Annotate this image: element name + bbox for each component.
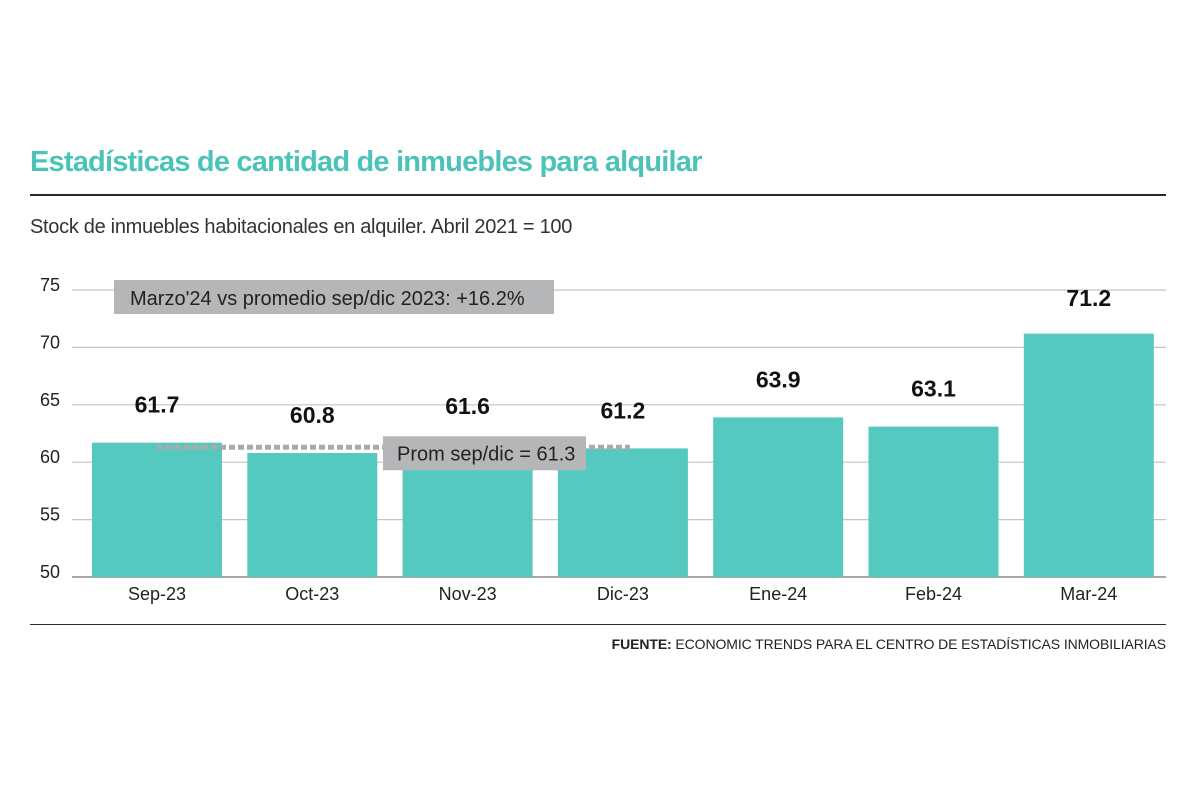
- y-tick-label: 65: [40, 390, 60, 410]
- annotation-box: [114, 280, 554, 314]
- annotation-group: Marzo'24 vs promedio sep/dic 2023: +16.2…: [114, 280, 554, 314]
- chart-title: Estadísticas de cantidad de inmuebles pa…: [30, 146, 702, 178]
- chart-subtitle: Stock de inmuebles habitacionales en alq…: [30, 216, 573, 238]
- x-tick-label: Ene-24: [749, 584, 807, 604]
- value-label: 61.6: [445, 393, 490, 419]
- y-axis-ticks: 50 55 60 65 70 75: [40, 275, 60, 582]
- x-axis-labels: Sep-23 Oct-23 Nov-23 Dic-23 Ene-24 Feb-24 Mar-…: [128, 584, 1117, 604]
- y-tick-label: 50: [40, 562, 60, 582]
- x-tick-label: Sep-23: [128, 584, 186, 604]
- y-tick-label: 75: [40, 275, 60, 295]
- value-label: 60.8: [290, 402, 335, 428]
- annotation-text: Marzo'24 vs promedio sep/dic 2023: +16.2…: [130, 288, 525, 310]
- bar: [713, 417, 844, 577]
- average-label-box: [383, 436, 586, 471]
- bar: [868, 426, 999, 577]
- value-labels: 61.7 60.8 61.6 61.2 63.9 63.1 71.2: [135, 285, 1112, 428]
- x-tick-label: Feb-24: [905, 584, 962, 604]
- y-tick-label: 55: [40, 505, 60, 525]
- bars: [92, 333, 1154, 577]
- average-label: Prom sep/dic = 61.3: [397, 443, 575, 465]
- footer-divider: [30, 624, 1166, 625]
- x-tick-label: Oct-23: [285, 584, 339, 604]
- value-label: 63.1: [911, 376, 956, 402]
- y-tick-label: 70: [40, 332, 60, 352]
- value-label: 61.7: [135, 392, 180, 418]
- value-label: 61.2: [601, 397, 646, 423]
- x-tick-label: Dic-23: [597, 584, 649, 604]
- source-note: FUENTE: ECONOMIC TRENDS PARA EL CENTRO D…: [612, 636, 1166, 652]
- source-text: ECONOMIC TRENDS PARA EL CENTRO DE ESTADÍ…: [675, 636, 1166, 652]
- title-divider: [30, 194, 1166, 196]
- value-label: 63.9: [756, 366, 801, 392]
- average-line-group: Prom sep/dic = 61.3: [157, 436, 630, 471]
- bar: [247, 453, 378, 577]
- source-label: FUENTE:: [611, 636, 672, 652]
- y-tick-label: 60: [40, 447, 60, 467]
- bar: [1023, 333, 1154, 577]
- x-tick-label: Mar-24: [1060, 584, 1117, 604]
- value-label: 71.2: [1066, 285, 1111, 311]
- bar-chart: 50 55 60 65 70 75 Prom sep/dic = 61.3 61.7 60.…: [40, 275, 1166, 604]
- x-tick-label: Nov-23: [439, 584, 497, 604]
- bar: [92, 442, 222, 577]
